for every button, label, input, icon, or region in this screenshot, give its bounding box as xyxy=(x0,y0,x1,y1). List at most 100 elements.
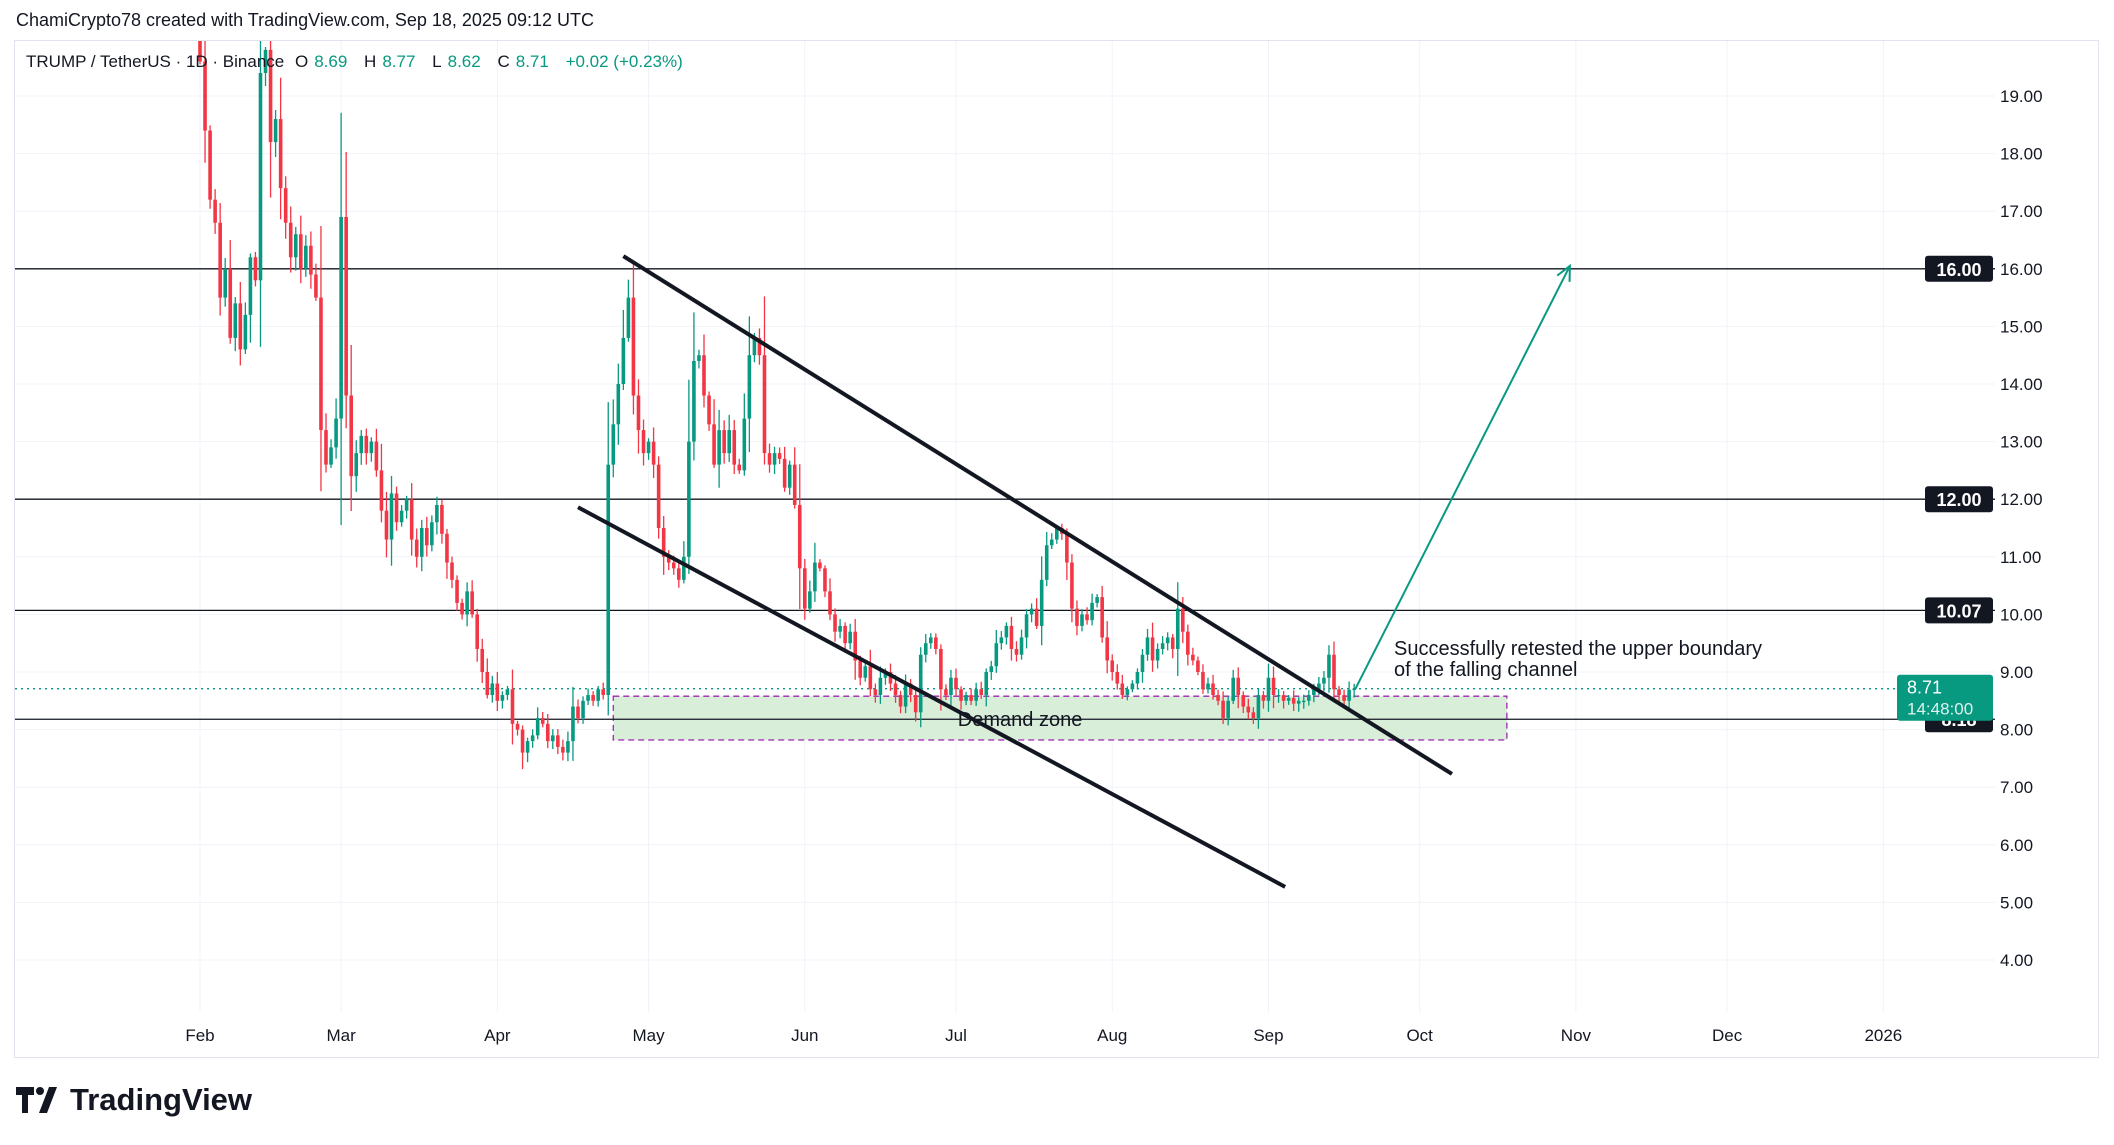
candle-body xyxy=(1191,654,1195,661)
candle-body xyxy=(1201,672,1205,690)
candle xyxy=(692,312,696,461)
candle-body xyxy=(304,245,308,269)
y-tick-label: 18.00 xyxy=(2000,145,2043,164)
candle xyxy=(863,661,868,682)
candle xyxy=(1201,664,1205,694)
candle xyxy=(1135,668,1140,690)
candle-body xyxy=(1236,677,1241,696)
candle xyxy=(566,731,570,762)
candle-body xyxy=(883,672,888,678)
candle xyxy=(732,420,737,474)
x-tick-label: May xyxy=(632,1026,665,1045)
x-tick-label: Jul xyxy=(945,1026,967,1045)
candle-body xyxy=(858,660,863,678)
candle xyxy=(440,499,444,544)
x-tick-label: Apr xyxy=(484,1026,511,1045)
candle-body xyxy=(581,700,585,719)
candle-body xyxy=(520,729,525,753)
last-price-badge xyxy=(1897,674,1993,721)
candle xyxy=(319,226,323,492)
candle-body xyxy=(853,631,857,661)
candle xyxy=(1100,585,1104,643)
candle xyxy=(1140,648,1145,683)
candle xyxy=(334,398,338,459)
candle-body xyxy=(445,533,449,563)
candle-body xyxy=(1181,608,1185,632)
level-price-label: 16.00 xyxy=(1936,260,1981,280)
candle-body xyxy=(530,735,535,742)
candle-body xyxy=(671,562,676,569)
candle-body xyxy=(218,222,222,298)
tradingview-logo[interactable]: TradingView xyxy=(16,1082,252,1118)
candle-body xyxy=(808,591,812,609)
candle-body xyxy=(339,216,343,419)
candle xyxy=(404,495,409,519)
candle xyxy=(551,729,555,750)
candle xyxy=(1251,707,1256,724)
candle xyxy=(384,491,389,558)
candle-body xyxy=(1100,597,1104,638)
x-tick-label: Nov xyxy=(1561,1026,1592,1045)
level-price-label: 10.07 xyxy=(1936,601,1981,621)
candle-body xyxy=(248,257,253,315)
candle-body xyxy=(1039,579,1044,626)
low-label: L xyxy=(432,52,442,71)
candle-body xyxy=(263,49,268,73)
candle-body xyxy=(767,453,772,465)
candle-body xyxy=(712,424,716,465)
candle xyxy=(198,41,202,65)
candle xyxy=(253,251,258,287)
candle-body xyxy=(399,510,404,523)
candle-body xyxy=(238,303,243,350)
candle xyxy=(389,475,394,566)
candle xyxy=(742,393,747,476)
candle-body xyxy=(268,49,273,143)
candle xyxy=(515,720,520,736)
candle-body xyxy=(787,464,792,488)
candle-body xyxy=(374,441,379,471)
candle-body xyxy=(1175,608,1180,649)
candle-body xyxy=(1301,700,1306,703)
candle xyxy=(1024,609,1029,649)
candle xyxy=(364,428,369,465)
candle xyxy=(540,712,545,728)
x-tick-label: Mar xyxy=(326,1026,356,1045)
candle xyxy=(435,496,439,535)
candle xyxy=(1090,593,1094,626)
candle-body xyxy=(545,723,550,742)
candle-body xyxy=(450,562,454,580)
candle-body xyxy=(803,568,807,609)
candle-body xyxy=(1261,695,1266,701)
candle xyxy=(934,633,938,655)
candle-body xyxy=(954,677,958,690)
candle-body xyxy=(908,683,913,696)
candle xyxy=(717,409,721,488)
candle xyxy=(767,443,772,473)
candle xyxy=(591,691,595,706)
candle-body xyxy=(1186,631,1190,655)
candle xyxy=(606,402,611,716)
candle-body xyxy=(233,303,238,338)
candle xyxy=(445,528,449,579)
candle xyxy=(1256,688,1261,729)
price-change: +0.02 (+0.23%) xyxy=(565,52,683,71)
candle xyxy=(414,528,419,568)
candle-body xyxy=(1019,637,1024,655)
candle xyxy=(1266,663,1271,712)
candle xyxy=(495,672,500,711)
y-tick-label: 19.00 xyxy=(2000,87,2043,106)
candle-body xyxy=(888,672,893,684)
candle-body xyxy=(833,614,837,632)
candle-body xyxy=(707,395,711,425)
candle xyxy=(480,638,485,684)
candle-body xyxy=(616,384,621,425)
candle xyxy=(853,619,857,680)
level-price-badge xyxy=(1925,486,1993,513)
high-label: H xyxy=(364,52,377,71)
level-price-label: 12.00 xyxy=(1936,490,1981,510)
y-tick-label: 7.00 xyxy=(2000,778,2033,797)
candle-body xyxy=(1130,683,1135,690)
symbol-title[interactable]: TRUMP / TetherUS · 1D · Binance xyxy=(26,52,285,71)
